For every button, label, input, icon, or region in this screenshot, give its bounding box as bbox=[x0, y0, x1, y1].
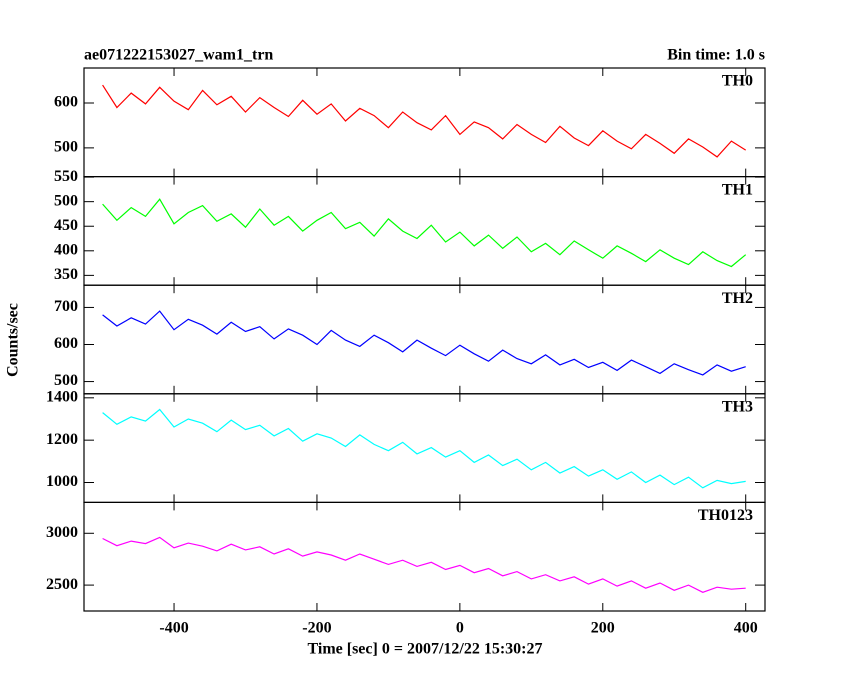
x-tick-label: 200 bbox=[591, 620, 615, 637]
panel-frame bbox=[83, 284, 766, 395]
y-tick-label: 700 bbox=[54, 298, 78, 315]
y-tick-label: 2500 bbox=[46, 576, 78, 593]
y-tick-label: 3000 bbox=[46, 524, 78, 541]
y-tick-label: 450 bbox=[54, 217, 78, 234]
chart-subtitle: Bin time: 1.0 s bbox=[667, 47, 765, 64]
y-tick-label: 600 bbox=[54, 94, 78, 111]
y-tick-label: 400 bbox=[54, 241, 78, 258]
y-tick-label: 1400 bbox=[46, 388, 78, 405]
x-tick-label: 400 bbox=[734, 620, 758, 637]
y-axis-label: Counts/sec bbox=[5, 303, 22, 377]
series-line bbox=[102, 310, 746, 376]
x-tick-label: -400 bbox=[159, 620, 188, 637]
y-tick-label: 500 bbox=[54, 192, 78, 209]
x-tick-label: 0 bbox=[456, 620, 464, 637]
x-axis-label: Time [sec] 0 = 2007/12/22 15:30:27 bbox=[307, 641, 542, 658]
series-line bbox=[102, 84, 747, 158]
series-label: TH0 bbox=[722, 73, 753, 90]
series-label: TH2 bbox=[722, 290, 753, 307]
panel-frame bbox=[83, 501, 766, 612]
y-tick-label: 1200 bbox=[46, 431, 78, 448]
panel-frame bbox=[83, 67, 766, 178]
series-line bbox=[102, 536, 746, 593]
y-tick-label: 1000 bbox=[46, 473, 78, 490]
y-tick-label: 500 bbox=[54, 372, 78, 389]
series-label: TH3 bbox=[722, 398, 753, 415]
x-tick-label: -200 bbox=[302, 620, 331, 637]
series-line bbox=[102, 408, 746, 489]
y-tick-label: 600 bbox=[54, 335, 78, 352]
chart-title: ae071222153027_wam1_trn bbox=[84, 47, 273, 64]
series-label: TH0123 bbox=[698, 507, 753, 524]
y-tick-label: 350 bbox=[54, 266, 78, 283]
y-tick-label: 550 bbox=[54, 168, 78, 185]
series-line bbox=[102, 198, 747, 268]
y-tick-label: 500 bbox=[54, 139, 78, 156]
panel-frame bbox=[83, 393, 766, 503]
series-label: TH1 bbox=[722, 181, 753, 198]
